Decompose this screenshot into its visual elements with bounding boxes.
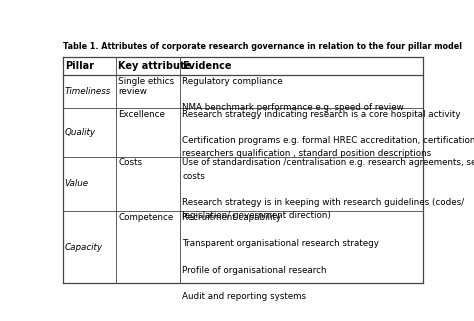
Text: Key attribute: Key attribute: [118, 61, 191, 71]
Text: Table 1. Attributes of corporate research governance in relation to the four pil: Table 1. Attributes of corporate researc…: [63, 42, 462, 51]
Text: Single ethics
review: Single ethics review: [118, 77, 174, 96]
Text: Timeliness: Timeliness: [65, 87, 111, 96]
Text: Use of standardisation /centralisation e.g. research agreements, service
costs

: Use of standardisation /centralisation e…: [182, 159, 474, 220]
Text: Quality: Quality: [65, 128, 96, 137]
Text: Recruitment capability

Transparent organisational research strategy

Profile of: Recruitment capability Transparent organ…: [182, 213, 379, 301]
Text: Costs: Costs: [118, 159, 142, 168]
Text: Capacity: Capacity: [65, 243, 103, 252]
Text: Evidence: Evidence: [182, 61, 232, 71]
Text: Regulatory compliance

NMA benchmark performance e.g. speed of review: Regulatory compliance NMA benchmark perf…: [182, 77, 404, 112]
Text: Value: Value: [65, 179, 89, 188]
Text: Competence: Competence: [118, 213, 173, 222]
Text: Research strategy indicating research is a core hospital activity

Certification: Research strategy indicating research is…: [182, 110, 474, 158]
Text: Excellence: Excellence: [118, 110, 165, 119]
Text: Pillar: Pillar: [65, 61, 94, 71]
